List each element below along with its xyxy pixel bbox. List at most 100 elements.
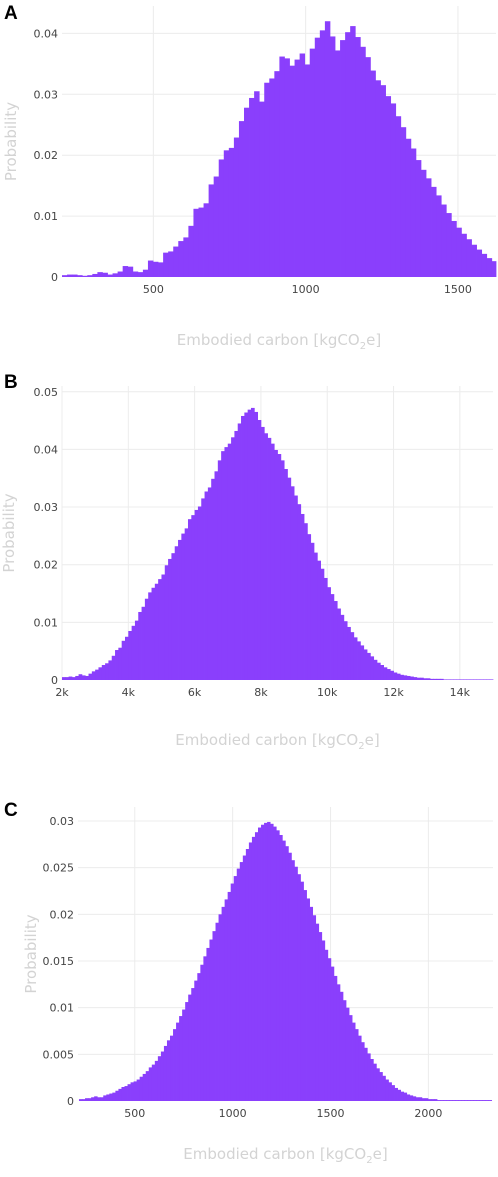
histogram-bar — [107, 274, 113, 277]
histogram-bar — [426, 178, 432, 277]
histogram-bar — [254, 832, 259, 1101]
histogram-chart-a: 0 0.01 0.02 0.03 0.04 500 1000 1500 Embodied car… — [2, 6, 497, 352]
histogram-bar — [413, 677, 418, 680]
histogram-bar — [430, 678, 434, 680]
histogram-bar — [439, 678, 444, 680]
histogram-bar — [320, 568, 325, 680]
histogram-bar — [241, 415, 245, 680]
histogram-bar — [184, 528, 189, 680]
histogram-bar — [188, 225, 194, 277]
histogram-bar — [358, 1035, 362, 1101]
y-axis-label: Probability — [0, 493, 18, 572]
histogram-bar — [284, 469, 288, 680]
histogram-bar — [270, 443, 275, 680]
histogram-bar — [473, 679, 477, 680]
x-axis-label: Embodied carbon [kgCO2e] — [183, 1145, 387, 1166]
histogram-bar — [214, 471, 219, 680]
histogram-bar — [191, 988, 195, 1101]
histogram-bar — [68, 676, 73, 680]
histogram-bar — [452, 1100, 456, 1101]
histogram-bar — [248, 842, 253, 1101]
histogram-bar — [274, 71, 280, 277]
histogram-bar — [340, 614, 345, 680]
histogram-bar — [335, 50, 341, 278]
histogram-bar — [233, 137, 240, 277]
y-tick-label: 0.01 — [50, 1002, 75, 1015]
histogram-bar — [106, 1094, 110, 1101]
histogram-bar — [333, 975, 338, 1101]
histogram-bar — [185, 1002, 189, 1101]
histogram-bar — [353, 637, 358, 680]
histogram-bar — [314, 37, 321, 277]
histogram-bar — [370, 1059, 374, 1101]
histogram-bar — [134, 620, 139, 680]
histogram-bar — [91, 1097, 95, 1101]
histogram-bar — [208, 184, 215, 277]
histogram-bar — [224, 447, 229, 680]
histogram-bar — [317, 560, 321, 680]
histogram-bar — [400, 127, 407, 277]
histogram-bar — [221, 906, 226, 1101]
histogram-bar — [75, 675, 79, 680]
histogram-bar — [455, 1100, 459, 1101]
histogram-chart-c: 0 0.005 0.01 0.015 0.02 0.025 0.03 500 1000 1500 2… — [22, 807, 493, 1166]
histogram-bar — [144, 598, 149, 680]
histogram-bar — [82, 275, 88, 277]
histogram-bar — [200, 964, 204, 1101]
histogram-bar — [390, 103, 397, 277]
histogram-bar — [470, 1100, 474, 1101]
histogram-bar — [122, 266, 129, 277]
histogram-bar — [153, 261, 159, 277]
histogram-bar — [277, 454, 282, 680]
histogram-bar — [254, 91, 260, 278]
histogram-bar — [78, 674, 83, 680]
histogram-bar — [166, 1040, 171, 1101]
histogram-bar — [203, 203, 210, 277]
histogram-bar — [101, 665, 106, 680]
histogram-bar — [147, 260, 154, 277]
histogram-bar — [228, 147, 235, 277]
histogram-bar — [440, 1100, 444, 1101]
histogram-bar — [310, 542, 315, 680]
histogram-bar — [151, 587, 156, 680]
histogram-bar — [380, 85, 386, 277]
histogram-bar — [206, 947, 210, 1101]
x-tick-label: 1500 — [317, 1107, 345, 1120]
histogram-bar — [261, 824, 265, 1101]
histogram-bar — [151, 1064, 156, 1101]
histogram-bar — [385, 96, 392, 277]
histogram-bar — [260, 426, 265, 680]
histogram-bar — [170, 1035, 174, 1101]
histogram-bar — [376, 1068, 380, 1101]
histogram-bar — [264, 822, 268, 1101]
histogram-bar — [218, 159, 225, 277]
histogram-bar — [365, 57, 371, 277]
histogram-bar — [87, 275, 93, 277]
histogram-bar — [178, 539, 182, 680]
histogram-bar — [393, 672, 398, 680]
histogram-bar — [481, 253, 488, 277]
y-tick-label: 0 — [67, 1095, 74, 1108]
histogram-bar — [437, 1100, 441, 1101]
x-tick-label: 6k — [188, 686, 202, 699]
histogram-bar — [161, 574, 166, 680]
histogram-bar — [203, 956, 207, 1101]
histogram-bar — [187, 519, 192, 680]
histogram-bar — [95, 669, 99, 680]
histogram-bar — [458, 1100, 462, 1101]
histogram-bar — [345, 32, 351, 277]
x-tick-label: 10k — [317, 686, 338, 699]
histogram-bar — [164, 565, 169, 680]
histogram-bar — [449, 679, 454, 680]
histogram-bar — [290, 486, 295, 680]
histogram-bar — [400, 674, 404, 680]
histogram-bar — [415, 160, 422, 277]
histogram-bar — [336, 984, 341, 1101]
histogram-bar — [111, 655, 116, 680]
histogram-bar — [342, 1000, 347, 1101]
histogram-bar — [62, 677, 66, 680]
histogram-bar — [486, 679, 491, 680]
histogram-bar — [236, 868, 241, 1101]
histogram-bar — [191, 515, 196, 680]
histogram-bar — [193, 208, 199, 277]
